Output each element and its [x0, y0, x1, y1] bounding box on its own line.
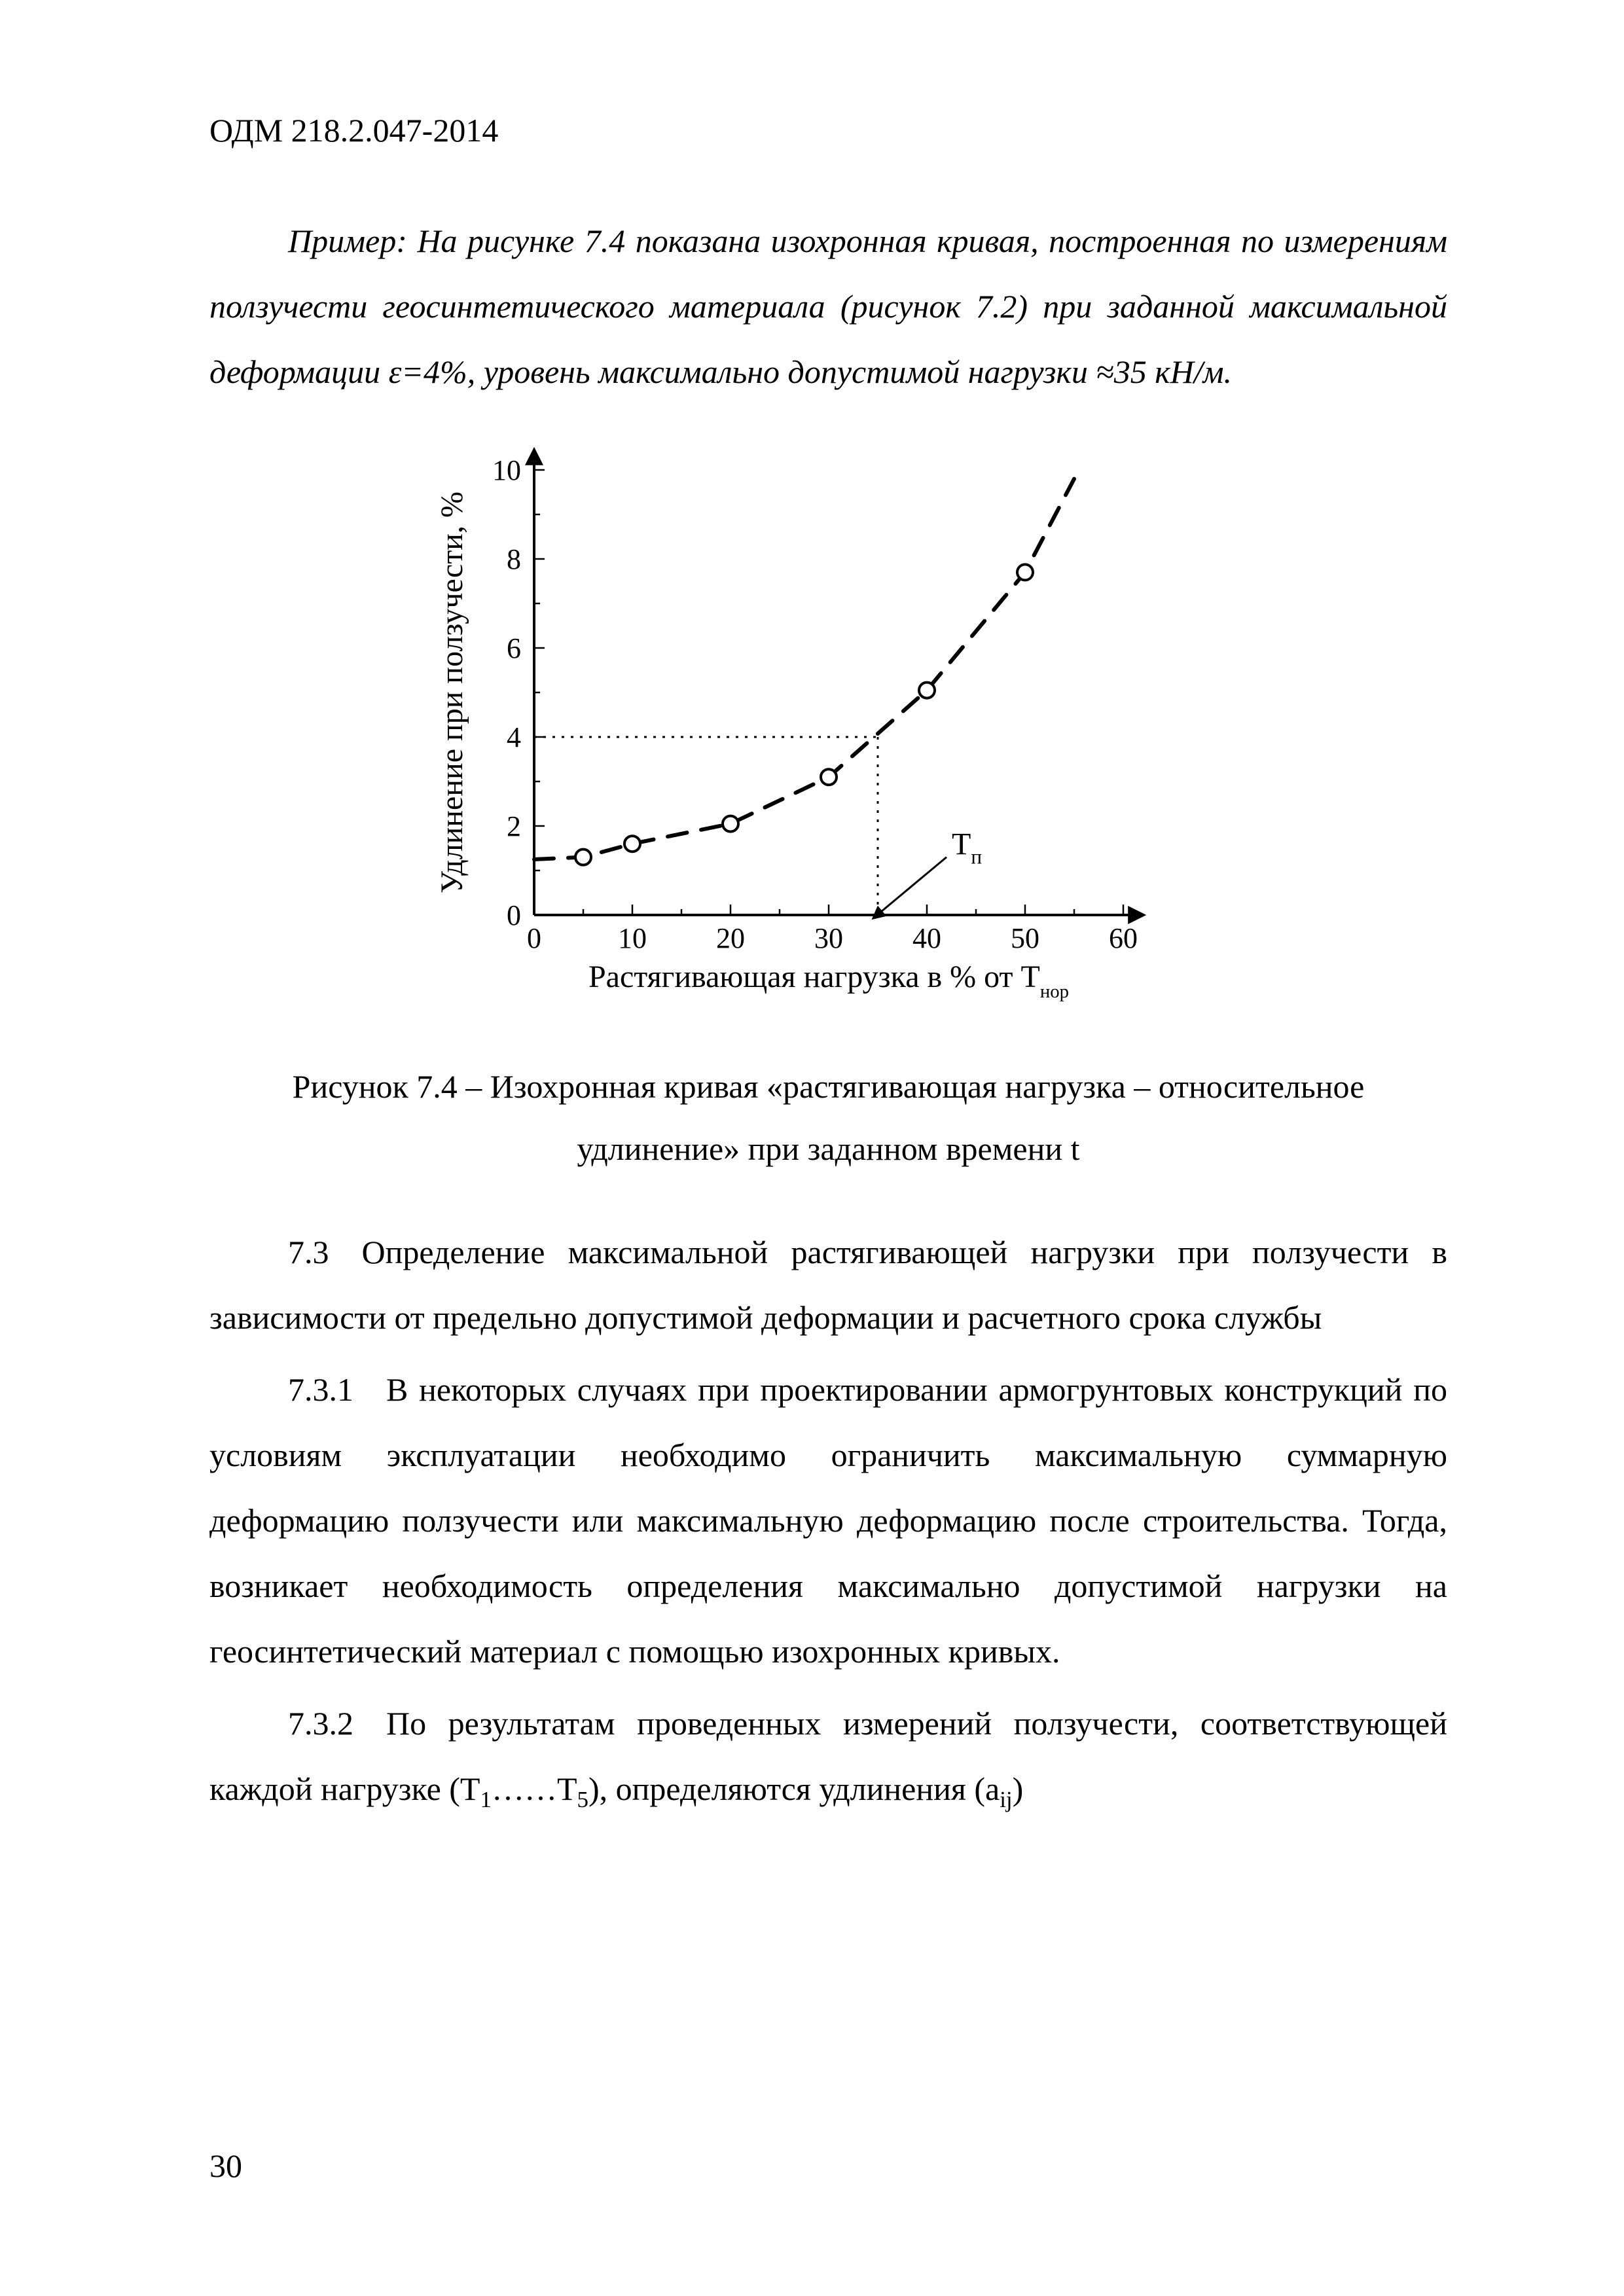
svg-text:4: 4	[507, 721, 521, 753]
s732-c: ), определяются удлинения (a	[588, 1770, 1000, 1807]
s732-b: ……T	[492, 1770, 577, 1807]
s732-subij: ij	[1000, 1787, 1012, 1812]
svg-text:0: 0	[507, 899, 521, 931]
section-7-3-1-text: 7.3.1 В некоторых случаях при проектиров…	[209, 1371, 1447, 1670]
svg-text:Растягивающая нагрузка в % от: Растягивающая нагрузка в % от Tнор	[588, 960, 1068, 1002]
svg-text:10: 10	[618, 922, 647, 954]
svg-text:10: 10	[492, 454, 521, 486]
page-number: 30	[209, 2147, 242, 2185]
example-text: Пример: На рисунке 7.4 показана изохронн…	[209, 223, 1447, 390]
svg-text:20: 20	[716, 922, 745, 954]
svg-text:6: 6	[507, 632, 521, 664]
section-7-3-1: 7.3.1 В некоторых случаях при проектиров…	[209, 1357, 1447, 1684]
svg-text:Tп: Tп	[952, 827, 982, 869]
svg-text:Удлинение при ползучести, %: Удлинение при ползучести, %	[435, 492, 469, 893]
figure-caption-line2: удлинение» при заданном времени t	[577, 1130, 1080, 1167]
figure-caption-line1: Рисунок 7.4 – Изохронная кривая «растяги…	[293, 1068, 1365, 1105]
svg-text:0: 0	[527, 922, 541, 954]
svg-text:60: 60	[1109, 922, 1138, 954]
svg-text:30: 30	[814, 922, 843, 954]
s732-sub1: 1	[480, 1787, 492, 1812]
section-7-3-text: 7.3 Определение максимальной растягивающ…	[209, 1234, 1447, 1336]
svg-text:40: 40	[912, 922, 941, 954]
svg-text:2: 2	[507, 810, 521, 842]
example-paragraph: Пример: На рисунке 7.4 показана изохронн…	[209, 208, 1447, 404]
page: ОДМ 218.2.047-2014 Пример: На рисунке 7.…	[0, 0, 1624, 2296]
svg-text:50: 50	[1011, 922, 1039, 954]
figure-caption: Рисунок 7.4 – Изохронная кривая «растяги…	[209, 1056, 1447, 1180]
section-7-3: 7.3 Определение максимальной растягивающ…	[209, 1219, 1447, 1350]
isochron-chart: 0 10 20 30 40 50 60 0 2 4 6 8 10 Tп Растягивающая нагр…	[416, 424, 1241, 1026]
s732-d: )	[1013, 1770, 1024, 1807]
doc-header: ОДМ 218.2.047-2014	[209, 111, 1447, 149]
svg-text:8: 8	[507, 543, 521, 575]
s732-sub5: 5	[577, 1787, 589, 1812]
section-7-3-2: 7.3.2 По результатам проведенных измерен…	[209, 1691, 1447, 1823]
figure-7-4: 0 10 20 30 40 50 60 0 2 4 6 8 10 Tп Растягивающая нагр…	[209, 424, 1447, 1030]
